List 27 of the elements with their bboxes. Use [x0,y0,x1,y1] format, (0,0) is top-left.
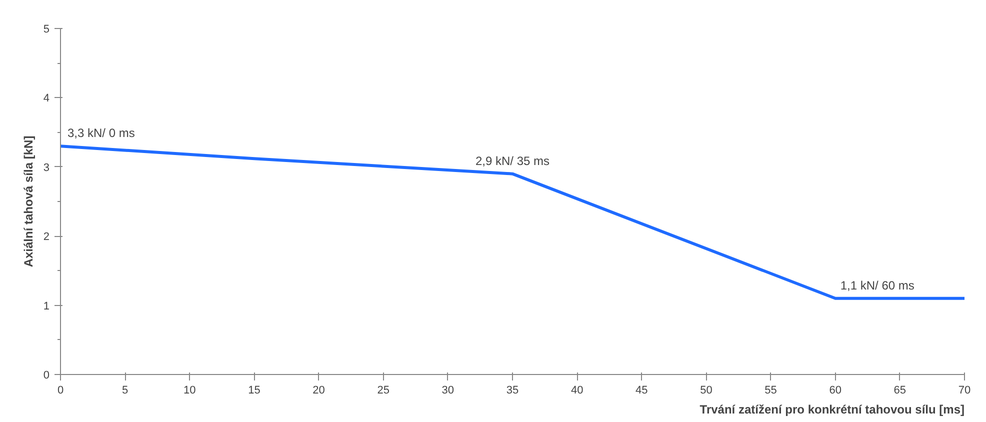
x-tick-label: 55 [764,384,777,396]
x-tick-label: 5 [122,384,128,396]
x-tick-label: 0 [57,384,64,396]
x-tick-label: 10 [184,384,196,396]
annotation: 2,9 kN/ 35 ms [475,154,550,168]
annotation: 3,3 kN/ 0 ms [68,126,135,140]
x-tick-label: 40 [570,384,584,396]
y-tick-label: 5 [43,24,50,36]
x-axis-title: Trvání zatížení pro konkrétní tahovou sílu [ms] [700,402,965,416]
x-tick-label: 25 [377,384,390,396]
x-tick-label: 50 [700,384,712,396]
x-tick-label: 60 [829,384,842,396]
y-tick-label: 0 [43,370,50,382]
x-tick-label: 35 [506,384,519,396]
line-series [60,144,964,300]
y-axis-title: Axiální tahová síla [kN] [21,136,36,268]
annotation: 1,1 kN/ 60 ms [840,278,914,292]
y-tick-label: 2 [43,231,50,244]
x-tick-label: 45 [636,384,648,396]
x-tick-label: 65 [894,384,906,396]
x-tick-label: 20 [312,384,325,396]
x-tick-label: 15 [248,384,260,396]
x-tick-label: 70 [958,384,971,396]
x-tick-label: 30 [442,384,454,396]
y-tick-label: 4 [43,92,50,105]
y-tick-label: 1 [43,300,50,312]
y-tick-label: 3 [43,162,50,174]
